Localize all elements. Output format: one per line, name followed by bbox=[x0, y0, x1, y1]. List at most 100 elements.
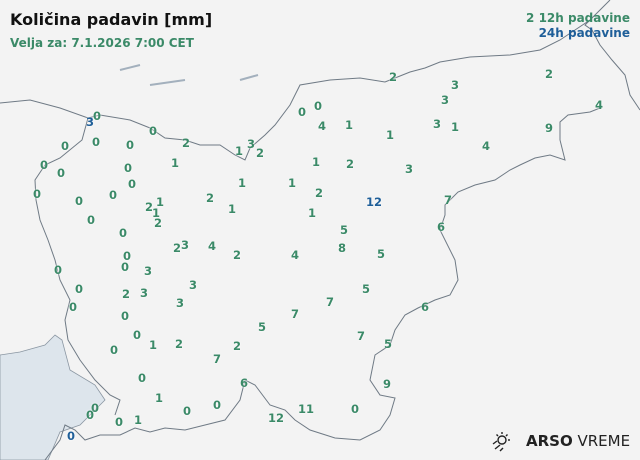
station-value-12h: 1 bbox=[154, 391, 164, 405]
station-value-12h: 0 bbox=[86, 213, 96, 227]
station-value-12h: 0 bbox=[118, 226, 128, 240]
station-value-12h: 3 bbox=[404, 162, 414, 176]
station-value-12h: 2 bbox=[544, 67, 554, 81]
legend: 2 12h padavine 24h padavine bbox=[526, 11, 630, 41]
station-value-12h: 0 bbox=[92, 109, 102, 123]
station-value-12h: 2 bbox=[205, 191, 215, 205]
station-value-12h: 1 bbox=[287, 176, 297, 190]
station-value-12h: 0 bbox=[127, 177, 137, 191]
station-value-12h: 11 bbox=[297, 402, 315, 416]
sea bbox=[0, 334, 106, 460]
station-value-12h: 5 bbox=[361, 282, 371, 296]
station-value-12h: 0 bbox=[74, 194, 84, 208]
station-value-12h: 4 bbox=[317, 119, 327, 133]
station-value-12h: 0 bbox=[120, 260, 130, 274]
station-value-12h: 0 bbox=[125, 138, 135, 152]
station-value-12h: 7 bbox=[443, 193, 453, 207]
station-value-12h: 2 bbox=[388, 70, 398, 84]
station-value-12h: 0 bbox=[132, 328, 142, 342]
station-value-12h: 2 bbox=[255, 146, 265, 160]
station-value-12h: 4 bbox=[207, 239, 217, 253]
station-value-12h: 0 bbox=[68, 300, 78, 314]
station-value-12h: 6 bbox=[239, 376, 249, 390]
station-value-12h: 0 bbox=[109, 343, 119, 357]
station-value-12h: 0 bbox=[350, 402, 360, 416]
station-value-12h: 1 bbox=[311, 155, 321, 169]
station-value-12h: 0 bbox=[53, 263, 63, 277]
station-value-12h: 0 bbox=[85, 408, 95, 422]
station-value-12h: 2 bbox=[121, 287, 131, 301]
legend-12h: 2 12h padavine bbox=[526, 11, 630, 26]
station-value-12h: 0 bbox=[313, 99, 323, 113]
station-value-12h: 0 bbox=[56, 166, 66, 180]
station-value-12h: 0 bbox=[32, 187, 42, 201]
station-value-12h: 5 bbox=[339, 223, 349, 237]
station-value-12h: 0 bbox=[122, 249, 132, 263]
station-value-12h: 0 bbox=[114, 415, 124, 429]
station-value-12h: 2 bbox=[232, 248, 242, 262]
station-value-12h: 0 bbox=[39, 158, 49, 172]
station-value-12h: 1 bbox=[344, 118, 354, 132]
station-value-12h: 6 bbox=[436, 220, 446, 234]
station-value-12h: 0 bbox=[90, 401, 100, 415]
station-value-12h: 8 bbox=[337, 241, 347, 255]
station-value-12h: 1 bbox=[227, 202, 237, 216]
station-value-12h: 2 bbox=[345, 157, 355, 171]
station-value-12h: 2 bbox=[181, 136, 191, 150]
station-value-12h: 1 bbox=[307, 206, 317, 220]
station-value-12h: 2 bbox=[314, 186, 324, 200]
station-value-12h: 0 bbox=[74, 282, 84, 296]
station-value-12h: 0 bbox=[137, 371, 147, 385]
station-value-12h: 12 bbox=[267, 411, 285, 425]
station-value-24h: 12 bbox=[365, 195, 383, 209]
brand-name: ARSO VREME bbox=[526, 432, 631, 450]
station-value-12h: 3 bbox=[440, 93, 450, 107]
legend-sample: 2 bbox=[526, 11, 535, 25]
legend-24h-label: 24h padavine bbox=[538, 26, 630, 40]
station-value-12h: 1 bbox=[133, 413, 143, 427]
station-value-12h: 0 bbox=[297, 105, 307, 119]
station-value-24h: 3 bbox=[85, 115, 95, 129]
station-value-12h: 1 bbox=[155, 195, 165, 209]
station-value-12h: 7 bbox=[212, 352, 222, 366]
station-value-12h: 2 bbox=[153, 216, 163, 230]
station-value-12h: 4 bbox=[481, 139, 491, 153]
station-value-12h: 1 bbox=[148, 338, 158, 352]
station-value-12h: 0 bbox=[91, 135, 101, 149]
station-value-12h: 5 bbox=[257, 320, 267, 334]
station-value-12h: 2 bbox=[144, 200, 154, 214]
station-value-12h: 3 bbox=[246, 137, 256, 151]
station-value-12h: 2 bbox=[174, 337, 184, 351]
station-value-12h: 0 bbox=[182, 404, 192, 418]
station-value-12h: 3 bbox=[432, 117, 442, 131]
station-value-12h: 1 bbox=[170, 156, 180, 170]
station-value-12h: 1 bbox=[385, 128, 395, 142]
station-value-12h: 0 bbox=[120, 309, 130, 323]
arso-logo[interactable]: ARSO VREME bbox=[490, 430, 630, 452]
station-value-12h: 7 bbox=[356, 329, 366, 343]
station-value-12h: 0 bbox=[60, 139, 70, 153]
station-value-12h: 5 bbox=[383, 337, 393, 351]
station-value-12h: 0 bbox=[148, 124, 158, 138]
country-border bbox=[0, 0, 640, 161]
station-value-12h: 1 bbox=[151, 206, 161, 220]
station-value-12h: 1 bbox=[450, 120, 460, 134]
station-value-12h: 1 bbox=[234, 144, 244, 158]
station-value-12h: 3 bbox=[139, 286, 149, 300]
legend-12h-label: 12h padavine bbox=[538, 11, 630, 25]
station-value-12h: 0 bbox=[123, 161, 133, 175]
station-value-12h: 0 bbox=[108, 188, 118, 202]
station-value-12h: 4 bbox=[594, 98, 604, 112]
station-value-12h: 3 bbox=[450, 78, 460, 92]
station-value-12h: 0 bbox=[212, 398, 222, 412]
station-value-12h: 2 bbox=[232, 339, 242, 353]
station-value-12h: 4 bbox=[290, 248, 300, 262]
station-value-12h: 3 bbox=[188, 278, 198, 292]
station-value-12h: 5 bbox=[376, 247, 386, 261]
station-value-12h: 7 bbox=[290, 307, 300, 321]
valid-time: Velja za: 7.1.2026 7:00 CET bbox=[10, 36, 194, 50]
station-value-12h: 3 bbox=[180, 238, 190, 252]
station-value-12h: 3 bbox=[175, 296, 185, 310]
station-value-12h: 7 bbox=[325, 295, 335, 309]
